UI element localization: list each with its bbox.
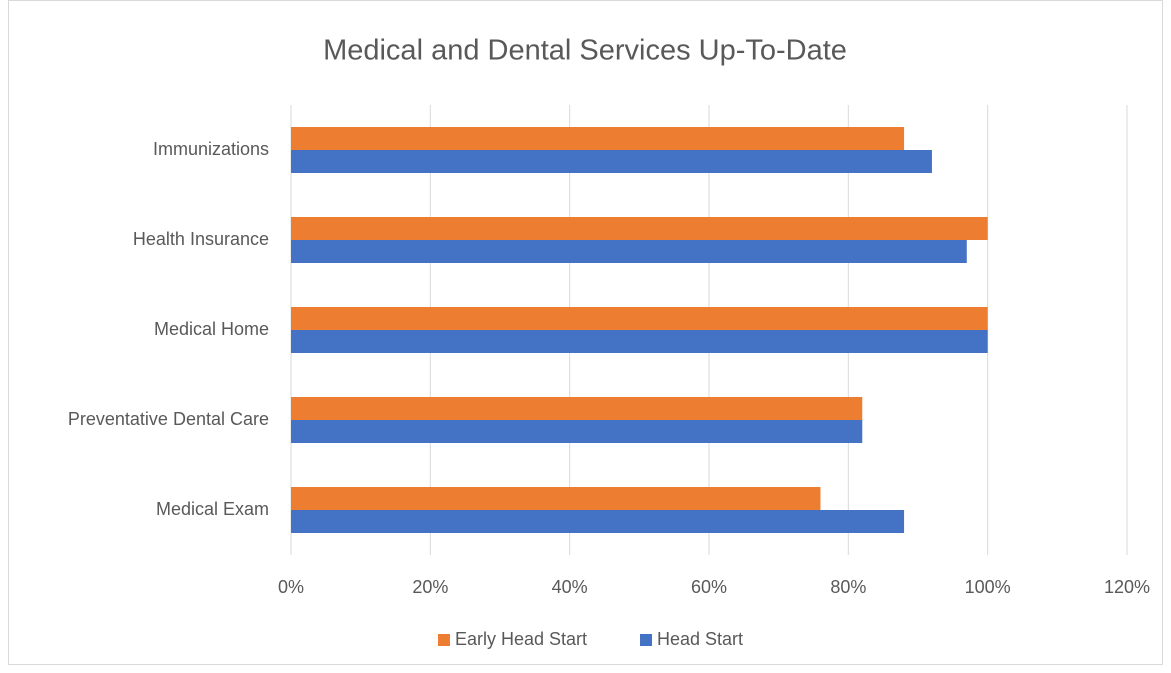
bar <box>291 487 821 510</box>
legend-label: Early Head Start <box>455 629 587 649</box>
bar <box>291 307 988 330</box>
x-tick-label: 60% <box>691 577 727 597</box>
bar <box>291 330 988 353</box>
bar <box>291 127 905 150</box>
x-tick-label: 100% <box>965 577 1011 597</box>
bar <box>291 397 863 420</box>
x-tick-label: 0% <box>278 577 304 597</box>
legend-swatch <box>438 634 450 646</box>
x-tick-label: 80% <box>830 577 866 597</box>
bar <box>291 240 967 263</box>
chart-title: Medical and Dental Services Up-To-Date <box>323 35 847 67</box>
y-tick-label: Medical Exam <box>156 499 269 519</box>
y-tick-label: Health Insurance <box>133 229 269 249</box>
bar <box>291 510 905 533</box>
bar <box>291 150 932 173</box>
x-tick-label: 20% <box>412 577 448 597</box>
y-tick-label: Preventative Dental Care <box>68 409 269 429</box>
x-tick-label: 120% <box>1104 577 1150 597</box>
legend-swatch <box>640 634 652 646</box>
legend-label: Head Start <box>657 629 743 649</box>
y-tick-label: Medical Home <box>154 319 269 339</box>
bar <box>291 420 863 443</box>
bar <box>291 217 988 240</box>
y-tick-label: Immunizations <box>153 139 269 159</box>
x-tick-label: 40% <box>552 577 588 597</box>
